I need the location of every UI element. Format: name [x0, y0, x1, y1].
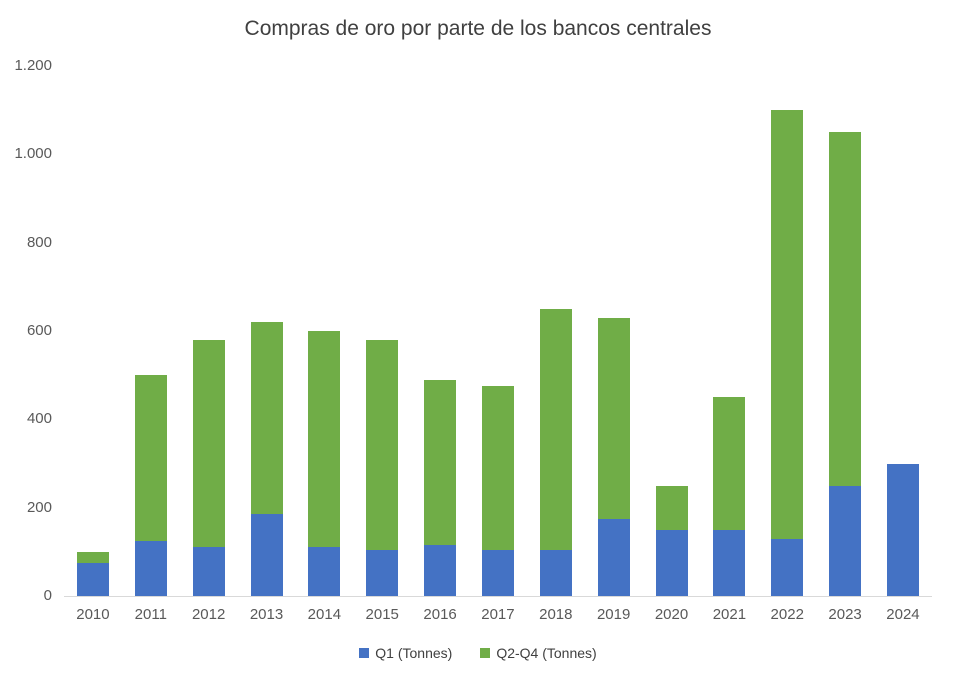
stacked-bar-2017	[481, 386, 514, 596]
y-axis: 0 200 400 600 800 1.000 1.200	[0, 57, 64, 604]
stacked-bar-2024	[886, 463, 919, 596]
bar-segment	[192, 547, 225, 596]
stacked-bar-2013	[250, 322, 283, 596]
stacked-bar-2022	[771, 110, 804, 596]
bars	[64, 66, 932, 596]
x-tick-label: 2020	[654, 606, 689, 623]
bar-segment	[424, 379, 457, 546]
bar-segment	[539, 549, 572, 596]
bar-segment	[597, 317, 630, 519]
x-axis: 2010 2011 2012 2013 2014 2015 2016 2017 2018 2019…	[64, 606, 956, 623]
y-tick-label: 400	[26, 410, 52, 428]
bar-slot-2018	[527, 66, 585, 596]
x-tick-label: 2023	[828, 606, 862, 623]
legend: Q1 (Tonnes) Q2-Q4 (Tonnes)	[0, 645, 956, 661]
bar-segment	[481, 549, 514, 596]
bar-slot-2023	[816, 66, 874, 596]
bar-slot-2022	[758, 66, 816, 596]
legend-label: Q2-Q4 (Tonnes)	[496, 645, 597, 661]
bar-segment	[192, 339, 225, 548]
y-tick-label: 200	[26, 498, 52, 516]
bar-segment	[713, 529, 746, 596]
bar-segment	[366, 339, 399, 550]
bar-segment	[481, 386, 514, 550]
stacked-bar-2010	[76, 551, 109, 596]
bar-slot-2024	[874, 66, 932, 596]
x-tick-label: 2018	[539, 606, 573, 623]
x-tick-label: 2022	[770, 606, 804, 623]
bar-slot-2020	[643, 66, 701, 596]
bar-segment	[308, 547, 341, 596]
x-tick-label: 2021	[712, 606, 747, 623]
bar-segment	[134, 375, 167, 541]
stacked-bar-2011	[134, 375, 167, 596]
bar-segment	[886, 463, 919, 596]
bar-slot-2013	[238, 66, 296, 596]
bar-segment	[829, 132, 862, 486]
bar-segment	[655, 485, 688, 530]
bar-segment	[771, 538, 804, 596]
bar-segment	[250, 514, 283, 596]
stacked-bar-2014	[308, 331, 341, 596]
chart-body: 0 200 400 600 800 1.000 1.200	[0, 57, 956, 604]
x-tick-label: 2012	[191, 606, 226, 623]
bar-segment	[771, 110, 804, 539]
bar-segment	[366, 549, 399, 596]
stacked-bar-2012	[192, 339, 225, 596]
plot-area	[64, 66, 932, 597]
bar-slot-2015	[353, 66, 411, 596]
legend-swatch-icon	[359, 648, 370, 658]
stacked-bar-2015	[366, 339, 399, 596]
bar-segment	[829, 485, 862, 596]
legend-swatch-icon	[480, 648, 491, 658]
bar-slot-2014	[295, 66, 353, 596]
bar-segment	[713, 397, 746, 530]
bar-slot-2010	[64, 66, 122, 596]
legend-item: Q2-Q4 (Tonnes)	[480, 645, 597, 661]
x-tick-label: 2016	[423, 606, 457, 623]
bar-slot-2011	[122, 66, 180, 596]
bar-segment	[597, 518, 630, 596]
x-tick-label: 2024	[886, 606, 920, 623]
bar-segment	[76, 562, 109, 596]
stacked-bar-2019	[597, 317, 630, 596]
x-tick-label: 2010	[76, 606, 110, 623]
bar-segment	[539, 308, 572, 550]
bar-slot-2019	[585, 66, 643, 596]
bar-slot-2012	[180, 66, 238, 596]
x-tick-label: 2015	[365, 606, 399, 623]
x-tick-label: 2013	[249, 606, 284, 623]
y-tick-label: 1.200	[14, 57, 52, 74]
stacked-bar-2018	[539, 308, 572, 596]
bar-segment	[134, 540, 167, 596]
stacked-bar-2016	[424, 379, 457, 596]
bar-slot-2021	[700, 66, 758, 596]
stacked-bar-2021	[713, 397, 746, 596]
y-tick-label: 0	[43, 587, 52, 604]
bar-segment	[250, 322, 283, 515]
x-tick-label: 2019	[596, 606, 631, 623]
y-tick-label: 800	[26, 233, 52, 251]
bar-slot-2016	[411, 66, 469, 596]
legend-label: Q1 (Tonnes)	[375, 645, 453, 661]
y-tick-label: 1.000	[14, 145, 52, 163]
x-tick-label: 2017	[481, 606, 515, 623]
chart-title: Compras de oro por parte de los bancos c…	[244, 17, 712, 40]
bar-segment	[76, 551, 109, 563]
x-tick-label: 2011	[134, 606, 167, 623]
bar-segment	[424, 545, 457, 596]
stacked-bar-2023	[829, 132, 862, 596]
bar-slot-2017	[469, 66, 527, 596]
bar-segment	[308, 331, 341, 548]
legend-item: Q1 (Tonnes)	[359, 645, 452, 661]
stacked-bar-2020	[655, 485, 688, 596]
x-tick-label: 2014	[307, 606, 342, 623]
bar-segment	[655, 529, 688, 596]
y-tick-label: 600	[26, 322, 52, 339]
